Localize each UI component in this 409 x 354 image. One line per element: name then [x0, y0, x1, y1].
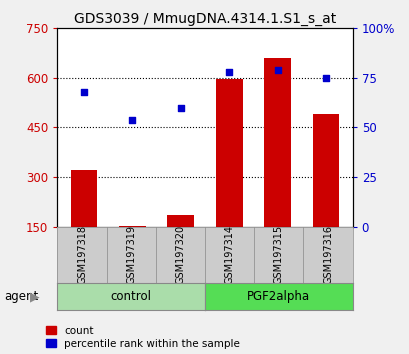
Text: GSM197314: GSM197314: [224, 225, 234, 284]
Bar: [70, 170, 97, 227]
Text: agent: agent: [4, 290, 38, 303]
Bar: [119, 226, 145, 227]
Bar: [264, 58, 290, 227]
Bar: [167, 215, 193, 227]
Text: control: control: [110, 290, 151, 303]
Point: [225, 69, 232, 75]
Bar: [216, 79, 242, 227]
Point: [177, 105, 184, 110]
Bar: [312, 114, 339, 227]
Text: GSM197319: GSM197319: [126, 225, 136, 284]
Text: ▶: ▶: [30, 290, 40, 303]
Point: [129, 117, 135, 122]
Legend: count, percentile rank within the sample: count, percentile rank within the sample: [46, 326, 239, 349]
Point: [81, 89, 87, 95]
Text: GSM197320: GSM197320: [175, 225, 185, 285]
Text: PGF2alpha: PGF2alpha: [247, 290, 310, 303]
Text: GSM197318: GSM197318: [77, 225, 87, 284]
Text: GDS3039 / MmugDNA.4314.1.S1_s_at: GDS3039 / MmugDNA.4314.1.S1_s_at: [74, 12, 335, 27]
Text: GSM197316: GSM197316: [322, 225, 332, 284]
Point: [322, 75, 328, 81]
Point: [274, 67, 280, 73]
Text: GSM197315: GSM197315: [273, 225, 283, 285]
